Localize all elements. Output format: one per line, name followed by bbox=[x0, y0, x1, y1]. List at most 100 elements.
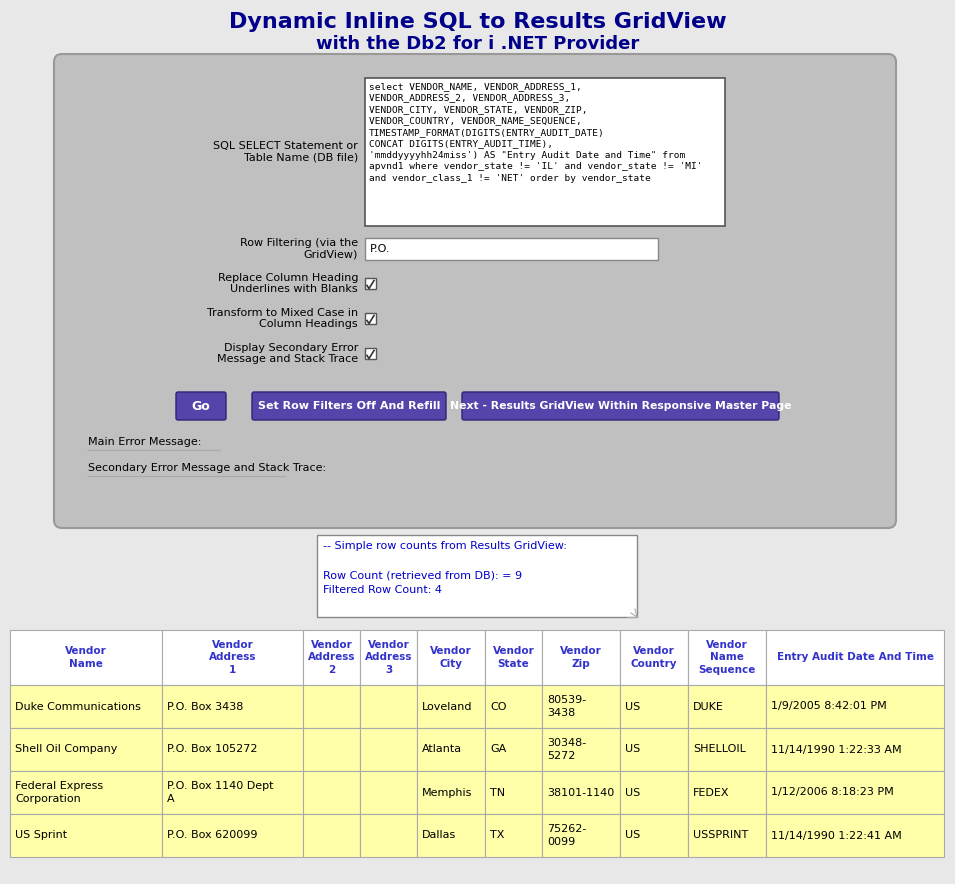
Bar bbox=[485, 771, 542, 814]
Bar bbox=[303, 685, 360, 728]
Text: P.O. Box 3438: P.O. Box 3438 bbox=[167, 702, 244, 712]
Bar bbox=[162, 685, 303, 728]
Bar bbox=[10, 630, 162, 685]
Bar bbox=[360, 630, 417, 685]
Text: -- Simple row counts from Results GridView:

Row Count (retrieved from DB): = 9
: -- Simple row counts from Results GridVi… bbox=[323, 541, 567, 596]
Text: P.O. Box 620099: P.O. Box 620099 bbox=[167, 830, 258, 841]
Bar bbox=[766, 814, 944, 857]
Bar bbox=[303, 771, 360, 814]
Text: 38101-1140: 38101-1140 bbox=[547, 788, 614, 797]
Text: USSPRINT: USSPRINT bbox=[693, 830, 749, 841]
Text: Loveland: Loveland bbox=[422, 702, 473, 712]
Text: Set Row Filters Off And Refill: Set Row Filters Off And Refill bbox=[258, 401, 440, 411]
FancyBboxPatch shape bbox=[176, 392, 226, 420]
Bar bbox=[688, 728, 766, 771]
Text: Dallas: Dallas bbox=[422, 830, 456, 841]
Text: Vendor
Address
2: Vendor Address 2 bbox=[308, 640, 355, 674]
Bar bbox=[360, 814, 417, 857]
FancyBboxPatch shape bbox=[54, 54, 896, 528]
Bar bbox=[10, 685, 162, 728]
Text: US: US bbox=[625, 702, 640, 712]
Bar bbox=[365, 78, 725, 226]
Bar bbox=[417, 771, 485, 814]
Text: Federal Express
Corporation: Federal Express Corporation bbox=[15, 781, 103, 804]
Text: Shell Oil Company: Shell Oil Company bbox=[15, 744, 117, 755]
Text: Vendor
Address
3: Vendor Address 3 bbox=[365, 640, 413, 674]
Bar bbox=[688, 771, 766, 814]
Text: Dynamic Inline SQL to Results GridView: Dynamic Inline SQL to Results GridView bbox=[228, 12, 727, 32]
Bar bbox=[542, 630, 620, 685]
Text: TN: TN bbox=[490, 788, 505, 797]
Bar bbox=[417, 728, 485, 771]
Bar bbox=[360, 685, 417, 728]
Bar bbox=[766, 728, 944, 771]
Text: 11/14/1990 1:22:33 AM: 11/14/1990 1:22:33 AM bbox=[771, 744, 902, 755]
Bar bbox=[620, 771, 688, 814]
Text: 1/9/2005 8:42:01 PM: 1/9/2005 8:42:01 PM bbox=[771, 702, 887, 712]
Text: TX: TX bbox=[490, 830, 504, 841]
Bar bbox=[365, 238, 658, 260]
Bar bbox=[10, 814, 162, 857]
Text: Replace Column Heading
Underlines with Blanks: Replace Column Heading Underlines with B… bbox=[218, 272, 358, 294]
Text: 1/12/2006 8:18:23 PM: 1/12/2006 8:18:23 PM bbox=[771, 788, 894, 797]
Text: with the Db2 for i .NET Provider: with the Db2 for i .NET Provider bbox=[316, 35, 639, 53]
FancyBboxPatch shape bbox=[462, 392, 779, 420]
Text: Main Error Message:: Main Error Message: bbox=[88, 437, 202, 447]
Bar bbox=[688, 685, 766, 728]
Bar bbox=[417, 685, 485, 728]
Text: Memphis: Memphis bbox=[422, 788, 473, 797]
Bar bbox=[485, 728, 542, 771]
Bar bbox=[162, 630, 303, 685]
Text: 11/14/1990 1:22:41 AM: 11/14/1990 1:22:41 AM bbox=[771, 830, 902, 841]
Bar bbox=[303, 814, 360, 857]
Text: SHELLOIL: SHELLOIL bbox=[693, 744, 746, 755]
Bar bbox=[360, 728, 417, 771]
Text: 75262-
0099: 75262- 0099 bbox=[547, 824, 586, 847]
Text: Transform to Mixed Case in
Column Headings: Transform to Mixed Case in Column Headin… bbox=[207, 308, 358, 330]
Text: Vendor
City: Vendor City bbox=[430, 646, 472, 668]
Bar bbox=[766, 630, 944, 685]
Text: Next - Results GridView Within Responsive Master Page: Next - Results GridView Within Responsiv… bbox=[450, 401, 792, 411]
FancyBboxPatch shape bbox=[252, 392, 446, 420]
Bar bbox=[485, 630, 542, 685]
Bar bbox=[620, 814, 688, 857]
Text: US: US bbox=[625, 830, 640, 841]
Bar bbox=[10, 771, 162, 814]
Text: Vendor
State: Vendor State bbox=[493, 646, 535, 668]
Text: Vendor
Address
1: Vendor Address 1 bbox=[209, 640, 256, 674]
Text: P.O. Box 105272: P.O. Box 105272 bbox=[167, 744, 258, 755]
Bar bbox=[10, 728, 162, 771]
Text: SQL SELECT Statement or
Table Name (DB file): SQL SELECT Statement or Table Name (DB f… bbox=[213, 141, 358, 163]
Text: Vendor
Zip: Vendor Zip bbox=[561, 646, 602, 668]
Bar bbox=[162, 728, 303, 771]
Text: DUKE: DUKE bbox=[693, 702, 724, 712]
Text: Row Filtering (via the
GridView): Row Filtering (via the GridView) bbox=[240, 238, 358, 260]
Bar bbox=[542, 771, 620, 814]
Bar bbox=[688, 630, 766, 685]
Bar bbox=[620, 630, 688, 685]
Bar bbox=[620, 728, 688, 771]
Bar bbox=[485, 814, 542, 857]
Bar bbox=[688, 814, 766, 857]
Bar bbox=[303, 728, 360, 771]
Text: Go: Go bbox=[192, 400, 210, 413]
Bar bbox=[317, 535, 637, 617]
Bar bbox=[417, 814, 485, 857]
Bar bbox=[542, 814, 620, 857]
Text: P.O.: P.O. bbox=[370, 244, 391, 254]
Text: Entry Audit Date And Time: Entry Audit Date And Time bbox=[776, 652, 933, 662]
Bar bbox=[303, 630, 360, 685]
Text: Atlanta: Atlanta bbox=[422, 744, 462, 755]
Bar bbox=[360, 771, 417, 814]
Text: Secondary Error Message and Stack Trace:: Secondary Error Message and Stack Trace: bbox=[88, 463, 326, 473]
Text: US Sprint: US Sprint bbox=[15, 830, 67, 841]
Bar bbox=[365, 348, 376, 359]
Bar bbox=[417, 630, 485, 685]
Text: select VENDOR_NAME, VENDOR_ADDRESS_1,
VENDOR_ADDRESS_2, VENDOR_ADDRESS_3,
VENDOR: select VENDOR_NAME, VENDOR_ADDRESS_1, VE… bbox=[369, 82, 703, 183]
Text: Vendor
Country: Vendor Country bbox=[630, 646, 677, 668]
Bar bbox=[162, 814, 303, 857]
Bar bbox=[766, 685, 944, 728]
Bar bbox=[162, 771, 303, 814]
Bar bbox=[542, 685, 620, 728]
Text: FEDEX: FEDEX bbox=[693, 788, 730, 797]
